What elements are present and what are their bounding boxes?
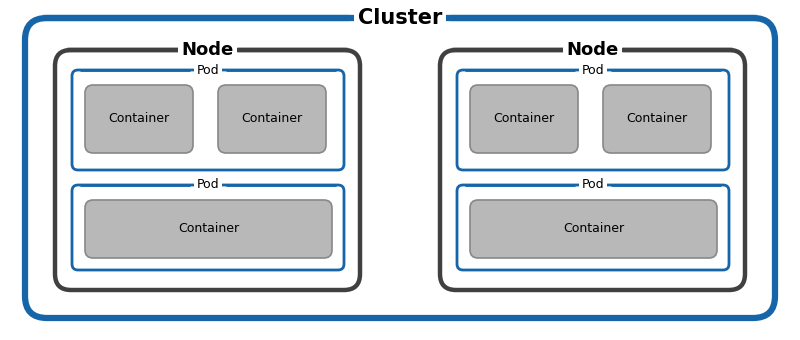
Text: Container: Container xyxy=(178,222,239,236)
FancyBboxPatch shape xyxy=(457,185,729,270)
FancyBboxPatch shape xyxy=(85,85,193,153)
FancyBboxPatch shape xyxy=(603,85,711,153)
Text: Container: Container xyxy=(242,113,302,125)
Text: Pod: Pod xyxy=(197,178,219,191)
FancyBboxPatch shape xyxy=(440,50,745,290)
FancyBboxPatch shape xyxy=(25,18,775,318)
Text: Container: Container xyxy=(626,113,687,125)
FancyBboxPatch shape xyxy=(470,85,578,153)
Text: Node: Node xyxy=(182,41,234,59)
Text: Container: Container xyxy=(563,222,624,236)
FancyBboxPatch shape xyxy=(72,185,344,270)
Text: Pod: Pod xyxy=(582,64,604,76)
Text: Pod: Pod xyxy=(582,178,604,191)
FancyBboxPatch shape xyxy=(85,200,332,258)
Text: Container: Container xyxy=(109,113,170,125)
FancyBboxPatch shape xyxy=(470,200,717,258)
Text: Pod: Pod xyxy=(197,64,219,76)
FancyBboxPatch shape xyxy=(457,70,729,170)
FancyBboxPatch shape xyxy=(218,85,326,153)
Text: Node: Node xyxy=(566,41,618,59)
Text: Container: Container xyxy=(494,113,554,125)
FancyBboxPatch shape xyxy=(55,50,360,290)
Text: Cluster: Cluster xyxy=(358,8,442,28)
FancyBboxPatch shape xyxy=(72,70,344,170)
